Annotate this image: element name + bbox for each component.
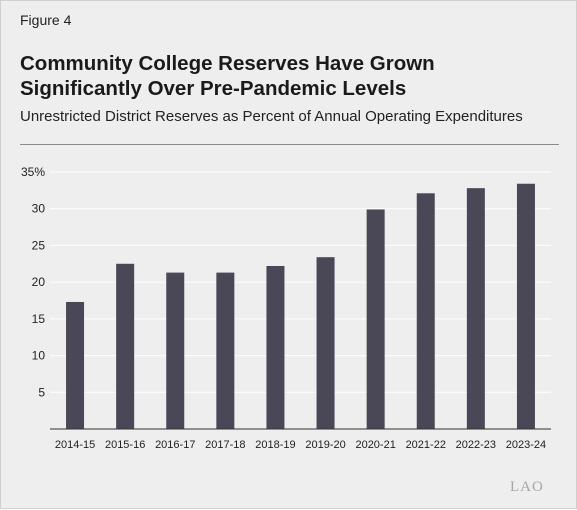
x-tick-label: 2023-24: [506, 439, 546, 451]
x-tick-label: 2014-15: [55, 439, 95, 451]
x-tick-label: 2021-22: [406, 439, 446, 451]
chart-title-line-1: Community College Reserves Have Grown: [20, 52, 435, 75]
figure-label: Figure 4: [20, 12, 72, 28]
x-tick-label: 2018-19: [255, 439, 295, 451]
x-tick-label: 2022-23: [456, 439, 496, 451]
x-tick-label: 2017-18: [205, 439, 245, 451]
bar: [166, 272, 185, 429]
chart-title-line-2: Significantly Over Pre-Pandemic Levels: [20, 77, 407, 100]
bar: [66, 301, 85, 429]
chart-subtitle: Unrestricted District Reserves as Percen…: [20, 108, 523, 125]
y-tick-label: 5: [38, 385, 45, 399]
title-divider: [20, 144, 559, 145]
x-tick-label: 2015-16: [105, 439, 145, 451]
bar: [416, 193, 435, 429]
y-tick-label: 10: [32, 349, 46, 363]
bar: [116, 263, 135, 429]
bar: [466, 188, 485, 429]
y-tick-label: 30: [32, 202, 46, 216]
bar: [516, 183, 535, 429]
bar: [216, 272, 235, 429]
bar: [266, 265, 285, 429]
bar: [316, 257, 335, 429]
chart-title: Community College Reserves Have Grown Si…: [20, 51, 540, 101]
lao-logo: LAO: [510, 479, 544, 495]
y-tick-label: 25: [32, 238, 46, 252]
bar: [366, 209, 385, 429]
y-tick-label: 35%: [21, 165, 45, 179]
x-tick-label: 2016-17: [155, 439, 195, 451]
x-tick-label: 2019-20: [305, 439, 345, 451]
x-tick-label: 2020-21: [355, 439, 395, 451]
y-tick-label: 20: [32, 275, 46, 289]
y-tick-label: 15: [32, 312, 46, 326]
